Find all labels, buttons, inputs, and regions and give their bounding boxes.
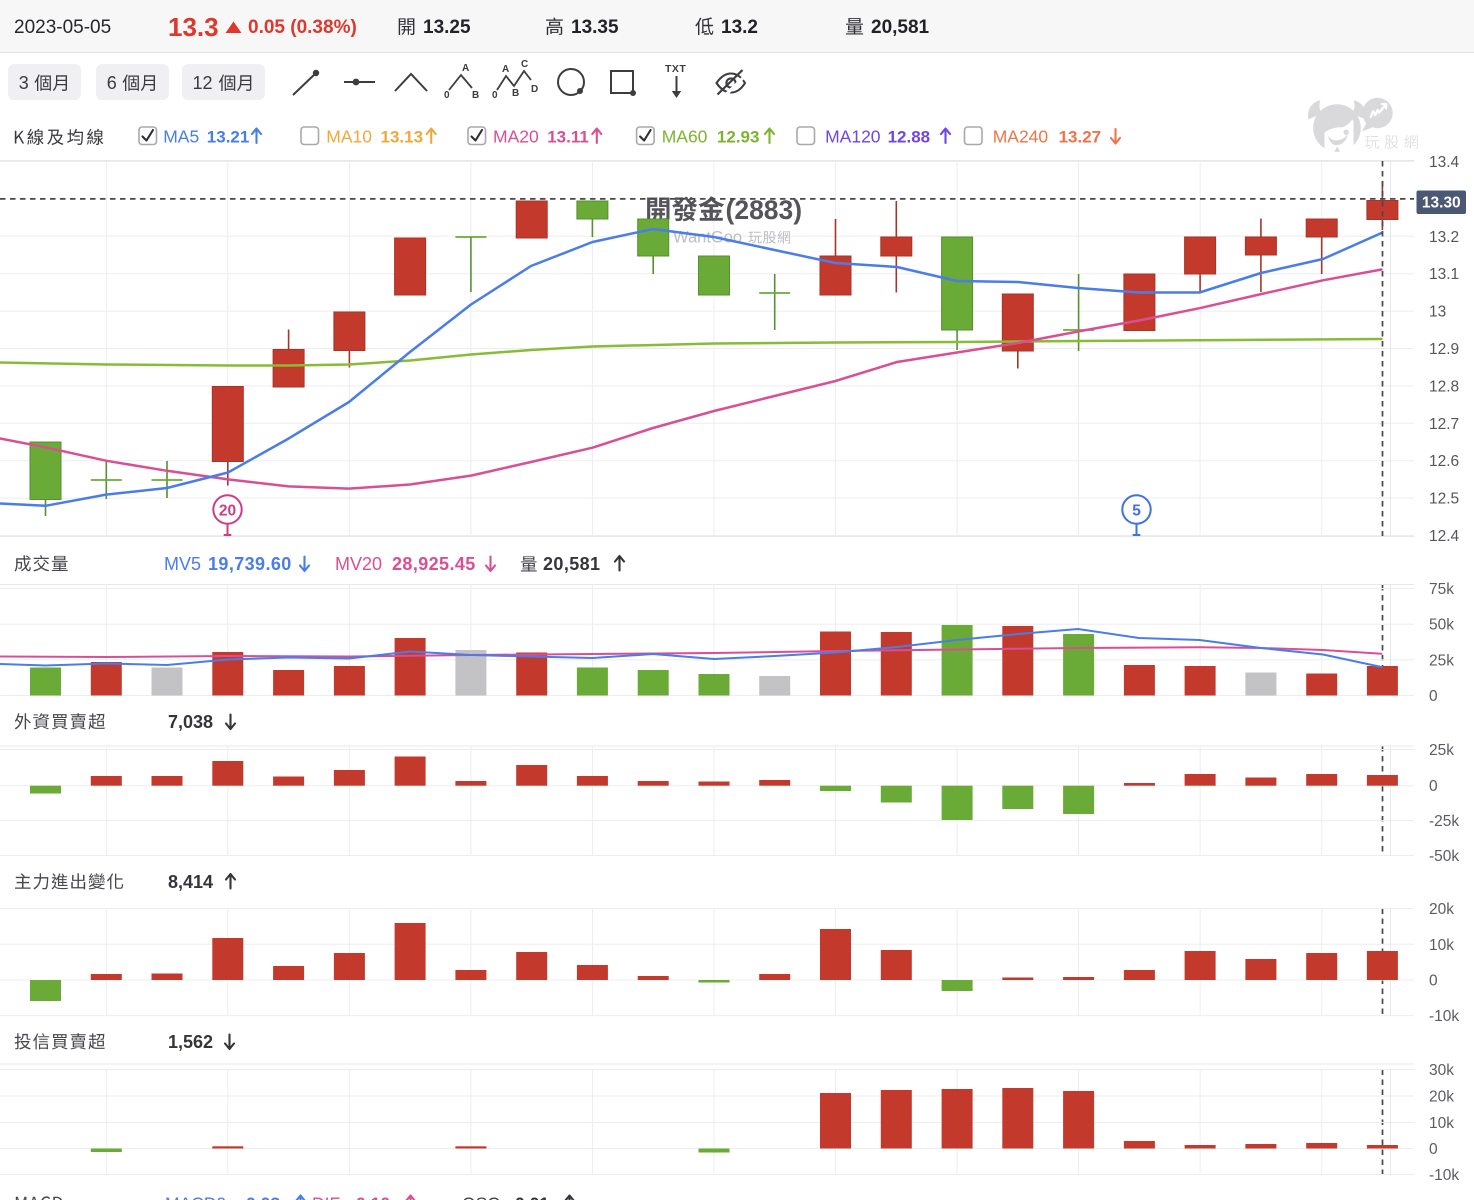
svg-text:TXT: TXT xyxy=(665,63,686,75)
svg-text:-10k: -10k xyxy=(1429,1167,1459,1184)
svg-text:12.7: 12.7 xyxy=(1429,416,1459,433)
svg-text:A: A xyxy=(462,63,469,74)
svg-text:6: 6 xyxy=(107,73,117,93)
svg-text:20k: 20k xyxy=(1429,901,1454,918)
svg-text:13: 13 xyxy=(1429,304,1446,321)
svg-text:0: 0 xyxy=(444,90,450,101)
svg-text:WantGoo: WantGoo xyxy=(673,229,742,247)
svg-text:MA120: MA120 xyxy=(825,127,881,147)
svg-text:12: 12 xyxy=(193,73,213,93)
svg-text:19,739.60: 19,739.60 xyxy=(208,554,292,574)
svg-text:13.2: 13.2 xyxy=(1429,229,1459,246)
svg-text:B: B xyxy=(472,90,479,101)
svg-text:8,414: 8,414 xyxy=(168,872,213,892)
svg-text:0: 0 xyxy=(1429,1141,1438,1158)
svg-text:A: A xyxy=(502,64,509,75)
svg-text:25k: 25k xyxy=(1429,652,1454,669)
svg-text:13.4: 13.4 xyxy=(1429,154,1460,171)
svg-text:DIF: DIF xyxy=(312,1194,340,1200)
svg-text:13.13: 13.13 xyxy=(381,128,424,147)
svg-text:13.35: 13.35 xyxy=(571,17,619,38)
svg-text:13.25: 13.25 xyxy=(423,17,471,38)
svg-text:0: 0 xyxy=(492,90,498,101)
svg-text:OSC: OSC xyxy=(462,1194,500,1200)
svg-text:20k: 20k xyxy=(1429,1089,1454,1106)
svg-text:20,581: 20,581 xyxy=(871,17,930,38)
svg-text:13.1: 13.1 xyxy=(1429,266,1459,283)
svg-text:-25k: -25k xyxy=(1429,813,1459,830)
svg-text:12.5: 12.5 xyxy=(1429,491,1459,508)
svg-text:MA5: MA5 xyxy=(163,127,199,147)
svg-text:D: D xyxy=(531,84,538,95)
svg-text:20,581: 20,581 xyxy=(543,554,600,574)
svg-text:MA20: MA20 xyxy=(493,127,539,147)
svg-text:12.93: 12.93 xyxy=(717,128,760,147)
svg-text:MA10: MA10 xyxy=(326,127,372,147)
svg-text:30k: 30k xyxy=(1429,1062,1454,1079)
svg-text:25k: 25k xyxy=(1429,742,1454,759)
svg-text:13.27: 13.27 xyxy=(1059,128,1102,147)
svg-text:5: 5 xyxy=(1132,503,1141,520)
svg-text:20: 20 xyxy=(219,503,236,520)
svg-text:28,925.45: 28,925.45 xyxy=(392,554,476,574)
svg-text:13.21: 13.21 xyxy=(207,128,250,147)
svg-text:2023-05-05: 2023-05-05 xyxy=(14,17,111,38)
svg-text:50k: 50k xyxy=(1429,617,1454,634)
svg-text:C: C xyxy=(521,59,528,70)
svg-text:0: 0 xyxy=(1429,688,1438,705)
svg-text:12.88: 12.88 xyxy=(888,128,931,147)
svg-text:7,038: 7,038 xyxy=(168,712,213,732)
svg-text:MA60: MA60 xyxy=(662,127,708,147)
svg-text:-50k: -50k xyxy=(1429,848,1459,865)
svg-text:75k: 75k xyxy=(1429,581,1454,598)
svg-text:MV20: MV20 xyxy=(335,554,382,574)
svg-text:3: 3 xyxy=(19,73,29,93)
svg-text:0: 0 xyxy=(1429,778,1438,795)
svg-text:12.6: 12.6 xyxy=(1429,453,1459,470)
svg-text:12.9: 12.9 xyxy=(1429,341,1459,358)
svg-text:0.03: 0.03 xyxy=(246,1194,280,1200)
svg-text:10k: 10k xyxy=(1429,1115,1454,1132)
svg-text:13.3: 13.3 xyxy=(168,12,219,42)
svg-text:1,562: 1,562 xyxy=(168,1032,213,1052)
svg-text:0.01: 0.01 xyxy=(515,1194,549,1200)
svg-text:13.2: 13.2 xyxy=(721,17,758,38)
svg-text:12.8: 12.8 xyxy=(1429,378,1459,395)
svg-text:B: B xyxy=(512,88,519,99)
svg-text:MV5: MV5 xyxy=(164,554,201,574)
svg-text:13.30: 13.30 xyxy=(1422,195,1461,212)
svg-text:0.10: 0.10 xyxy=(356,1194,390,1200)
svg-text:MA240: MA240 xyxy=(993,127,1049,147)
svg-text:(2883): (2883) xyxy=(726,195,803,225)
svg-text:-10k: -10k xyxy=(1429,1008,1459,1025)
svg-text:MACD9: MACD9 xyxy=(165,1194,226,1200)
svg-text:13.11: 13.11 xyxy=(547,128,589,147)
svg-text:0.05 (0.38%): 0.05 (0.38%) xyxy=(248,17,357,38)
svg-text:10k: 10k xyxy=(1429,937,1454,954)
svg-text:0: 0 xyxy=(1429,973,1438,990)
svg-text:12.4: 12.4 xyxy=(1429,528,1460,545)
